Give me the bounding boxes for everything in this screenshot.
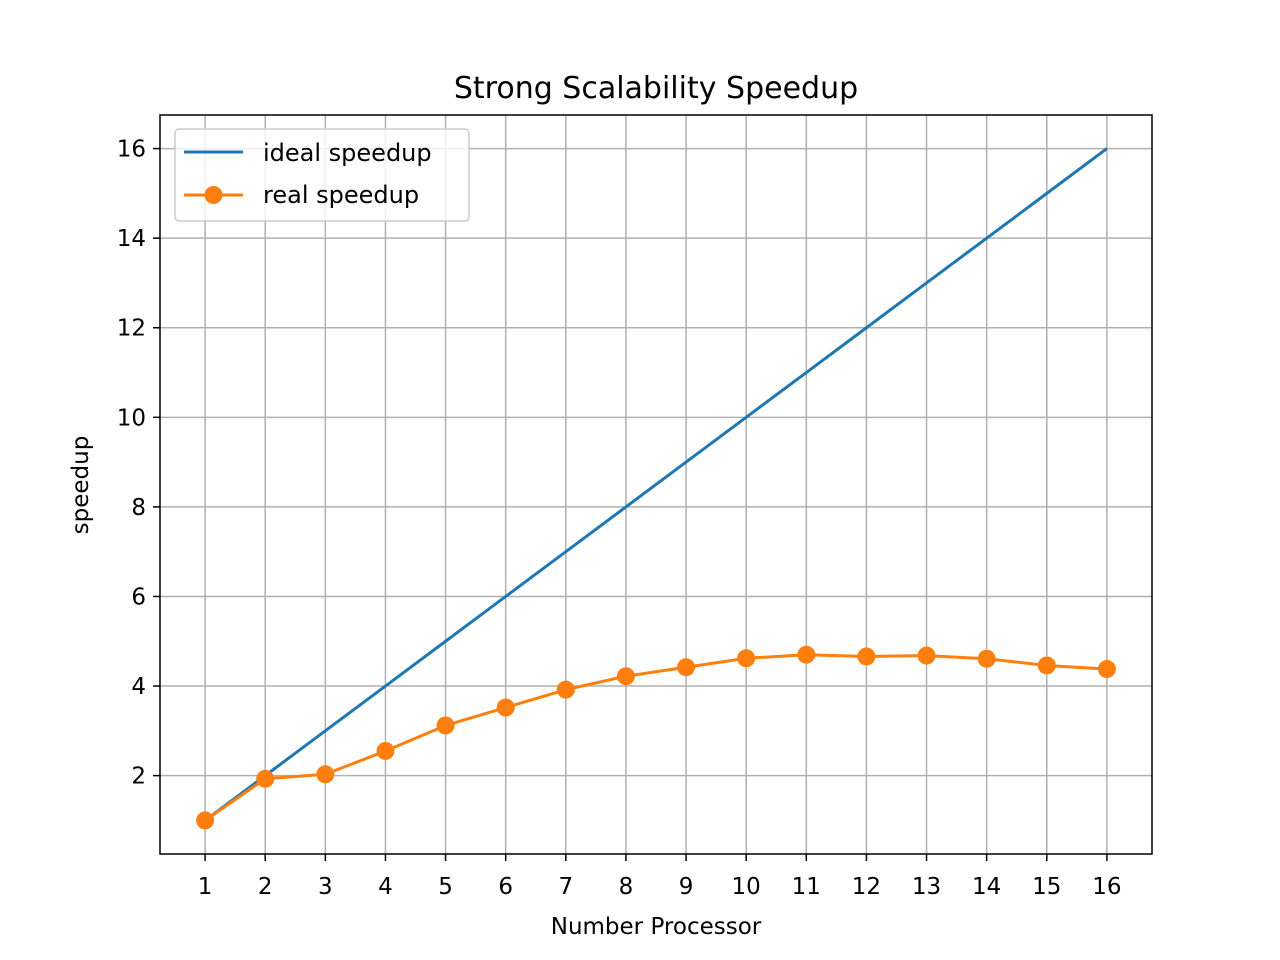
data-point-real-speedup: [737, 649, 756, 668]
series-line-real-speedup: [204, 653, 1107, 822]
y-tick-label: 16: [117, 137, 146, 163]
y-tick-label: 6: [131, 584, 146, 610]
data-point-real-speedup: [196, 811, 215, 830]
x-tick-label: 15: [1032, 874, 1061, 900]
grid: [160, 115, 1152, 854]
legend-box: [174, 128, 470, 222]
data-point-real-speedup: [496, 698, 515, 717]
legend-label-real-speedup: real speedup: [263, 181, 419, 209]
data-point-real-speedup: [677, 658, 696, 677]
y-tick-label: 4: [131, 674, 146, 700]
x-tick-label: 7: [558, 874, 573, 900]
series-layer: [196, 147, 1116, 830]
x-tick-label: 6: [498, 874, 513, 900]
y-tick-label: 12: [117, 316, 146, 342]
data-point-real-speedup: [797, 645, 816, 664]
y-tick-label: 2: [131, 764, 146, 790]
x-tick-label: 2: [258, 874, 273, 900]
data-point-real-speedup: [376, 741, 395, 760]
data-point-real-speedup: [316, 765, 335, 784]
data-point-real-speedup: [917, 646, 936, 665]
data-point-real-speedup: [1097, 660, 1116, 679]
data-point-real-speedup: [857, 647, 876, 666]
y-tick-label: 14: [117, 226, 146, 252]
x-axis-ticks: 1 2 3 4 5 6 7 8 9 10 11 12 13 14 15 16: [198, 854, 1122, 900]
y-tick-label: 10: [117, 405, 146, 431]
x-tick-label: 14: [972, 874, 1001, 900]
series-line-ideal-speedup: [204, 147, 1108, 822]
x-tick-label: 11: [792, 874, 821, 900]
data-point-real-speedup: [556, 680, 575, 699]
x-tick-label: 13: [912, 874, 941, 900]
plot-frame: [159, 114, 1153, 855]
y-tick-label: 8: [131, 495, 146, 521]
x-tick-label: 5: [438, 874, 453, 900]
legend: ideal speedup real speedup: [174, 128, 470, 222]
y-axis-ticks: 2 4 6 8 10 12 14 16: [117, 137, 160, 790]
data-point-real-speedup: [977, 649, 996, 668]
x-tick-label: 4: [378, 874, 393, 900]
x-tick-label: 9: [679, 874, 694, 900]
x-axis-label: Number Processor: [551, 914, 762, 940]
legend-label-ideal-speedup: ideal speedup: [263, 139, 432, 167]
data-point-real-speedup: [256, 769, 275, 788]
data-point-real-speedup: [436, 716, 455, 735]
data-point-real-speedup: [1037, 656, 1056, 675]
x-tick-label: 10: [732, 874, 761, 900]
legend-marker-real-speedup: [204, 186, 223, 204]
data-point-real-speedup: [616, 667, 635, 686]
x-tick-label: 12: [852, 874, 881, 900]
y-axis-label: speedup: [68, 436, 94, 535]
x-tick-label: 3: [318, 874, 333, 900]
x-tick-label: 8: [619, 874, 634, 900]
x-tick-label: 1: [198, 874, 213, 900]
x-tick-label: 16: [1092, 874, 1121, 900]
chart-title: Strong Scalability Speedup: [454, 71, 858, 106]
